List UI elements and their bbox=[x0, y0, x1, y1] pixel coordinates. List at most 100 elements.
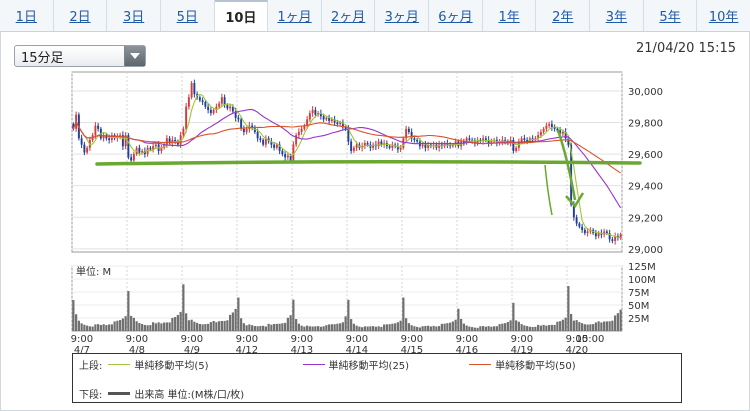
tab-11[interactable]: 3年 bbox=[590, 0, 644, 31]
tab-2[interactable]: 3日 bbox=[107, 0, 161, 31]
volume-bar-189 bbox=[592, 324, 595, 331]
volume-bar-174 bbox=[550, 324, 553, 331]
tab-13[interactable]: 10年 bbox=[708, 10, 739, 25]
volume-bar-7 bbox=[91, 326, 94, 331]
volume-axis-ticks: 25M 50M 75M 100M 125M bbox=[628, 262, 656, 325]
volume-bar-129 bbox=[427, 325, 430, 331]
candle-body-196 bbox=[611, 239, 614, 241]
candle-body-176 bbox=[556, 128, 559, 131]
chevron-down-icon[interactable] bbox=[124, 46, 145, 66]
volume-bar-1 bbox=[75, 314, 78, 331]
candle-body-19 bbox=[124, 135, 127, 147]
candle-body-128 bbox=[424, 144, 427, 148]
candle-body-170 bbox=[539, 132, 542, 136]
candle-body-61 bbox=[240, 119, 243, 129]
volume-bar-145 bbox=[471, 327, 474, 331]
candle-body-35 bbox=[168, 138, 171, 144]
time-tick-label: 9:00 bbox=[566, 334, 588, 345]
volume-bar-172 bbox=[545, 325, 548, 331]
candle-body-116 bbox=[391, 144, 394, 148]
candle-body-8 bbox=[94, 125, 97, 136]
volume-bar-166 bbox=[528, 326, 531, 331]
candle-body-102 bbox=[352, 147, 355, 151]
tab-3[interactable]: 5日 bbox=[161, 0, 215, 31]
tab-8[interactable]: 6ヶ月 bbox=[429, 0, 483, 31]
candle-body-4 bbox=[83, 144, 86, 153]
volume-bar-19 bbox=[124, 316, 127, 331]
tab-4[interactable]: 10日 bbox=[214, 0, 269, 31]
volume-bar-28 bbox=[149, 325, 152, 331]
candle-body-85 bbox=[306, 119, 309, 126]
candle-body-115 bbox=[388, 146, 391, 148]
candle-body-26 bbox=[143, 150, 146, 155]
candle-body-187 bbox=[586, 231, 589, 234]
volume-bar-8 bbox=[94, 324, 97, 331]
volume-bar-89 bbox=[317, 326, 320, 331]
price-tick-label: 29,800 bbox=[628, 119, 663, 130]
candle-body-49 bbox=[207, 106, 210, 110]
volume-bar-142 bbox=[462, 323, 465, 331]
candle-body-53 bbox=[218, 103, 221, 107]
volume-bar-169 bbox=[537, 324, 540, 331]
tab-9[interactable]: 1年 bbox=[483, 0, 537, 31]
candle-body-80 bbox=[292, 144, 295, 161]
candle-body-79 bbox=[289, 155, 292, 161]
volume-bar-62 bbox=[242, 323, 245, 331]
legend-ma50-label: 単純移動平均(50) bbox=[495, 360, 576, 372]
tab-5[interactable]: 1ヶ月 bbox=[268, 0, 322, 31]
candle-body-151 bbox=[487, 139, 490, 144]
volume-bar-59 bbox=[234, 308, 237, 331]
tab-1[interactable]: 2日 bbox=[54, 0, 108, 31]
volume-bar-197 bbox=[614, 315, 617, 331]
candle-body-77 bbox=[284, 154, 287, 158]
candle-body-32 bbox=[160, 147, 163, 151]
volume-bar-97 bbox=[339, 323, 342, 331]
volume-bar-127 bbox=[421, 326, 424, 331]
volume-bar-193 bbox=[603, 321, 606, 331]
volume-bar-102 bbox=[352, 323, 355, 331]
candle-body-72 bbox=[270, 141, 273, 145]
volume-bar-37 bbox=[174, 317, 177, 331]
volume-bar-57 bbox=[229, 314, 232, 331]
candle-body-125 bbox=[416, 139, 419, 142]
volume-bar-43 bbox=[190, 319, 193, 331]
volume-bar-168 bbox=[534, 326, 537, 331]
volume-bar-164 bbox=[523, 325, 526, 331]
volume-bar-196 bbox=[611, 320, 614, 331]
volume-bar-124 bbox=[413, 326, 416, 331]
volume-bar-144 bbox=[468, 326, 471, 331]
candle-body-165 bbox=[526, 139, 529, 142]
volume-bar-112 bbox=[380, 326, 383, 331]
tab-0[interactable]: 1日 bbox=[0, 0, 54, 31]
volume-bar-39 bbox=[179, 311, 182, 331]
candle-body-20 bbox=[127, 135, 130, 158]
candle-body-185 bbox=[581, 226, 584, 230]
tab-6[interactable]: 2ヶ月 bbox=[322, 0, 376, 31]
candle-body-161 bbox=[515, 147, 518, 151]
volume-bar-147 bbox=[476, 327, 479, 331]
candle-body-119 bbox=[399, 147, 402, 150]
volume-bar-4 bbox=[83, 324, 86, 331]
tab-12[interactable]: 5年 bbox=[644, 0, 698, 31]
volume-bar-158 bbox=[506, 322, 509, 331]
volume-bar-117 bbox=[394, 323, 397, 331]
tab-7[interactable]: 3ヶ月 bbox=[375, 0, 430, 31]
tab-10[interactable]: 2年 bbox=[536, 0, 591, 31]
interval-select[interactable]: 15分足 bbox=[14, 45, 146, 67]
candle-body-9 bbox=[97, 125, 100, 129]
volume-bar-6 bbox=[88, 326, 91, 331]
volume-bar-46 bbox=[198, 323, 201, 331]
volume-bar-199 bbox=[619, 309, 622, 331]
candle-body-86 bbox=[308, 113, 311, 120]
volume-bar-136 bbox=[446, 323, 449, 331]
arrow-line-2 bbox=[556, 129, 577, 201]
candle-body-24 bbox=[138, 147, 141, 153]
volume-bar-173 bbox=[548, 325, 551, 331]
volume-bar-122 bbox=[407, 323, 410, 331]
volume-unit-label: 単位: M bbox=[76, 265, 111, 278]
date-tick-label: 4/14 bbox=[346, 345, 368, 356]
candle-body-92 bbox=[325, 117, 328, 120]
volume-bar-146 bbox=[473, 327, 476, 331]
volume-bar-121 bbox=[405, 318, 408, 331]
candle-body-46 bbox=[198, 97, 201, 101]
